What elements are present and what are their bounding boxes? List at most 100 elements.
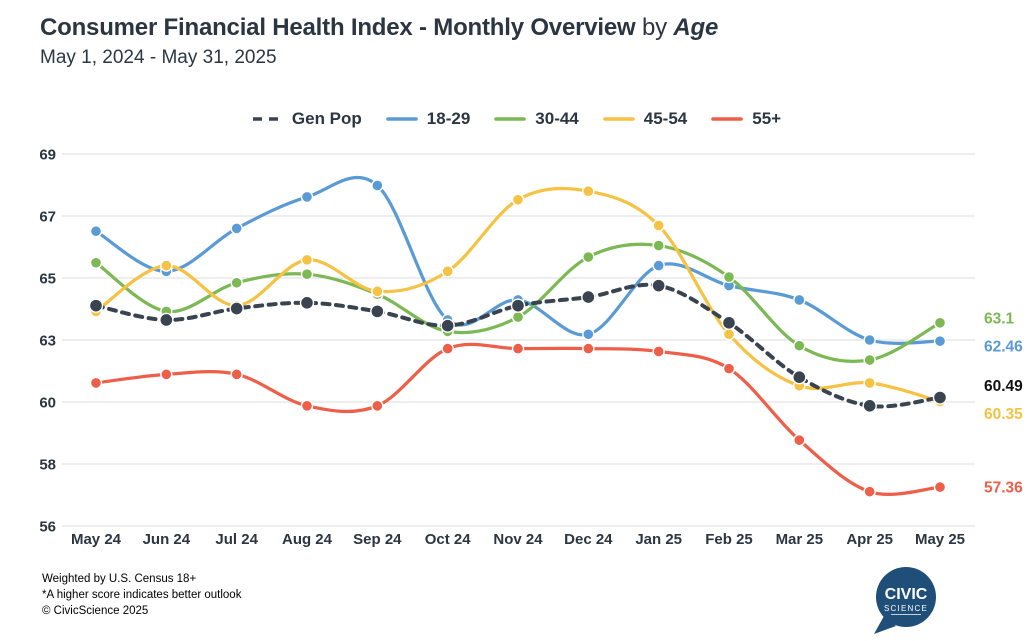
legend-item-18-29[interactable]: 18-29 [385,109,471,129]
x-tick-label: May 25 [915,531,965,548]
data-point [582,184,595,198]
data-point [793,293,806,307]
data-point [793,433,806,447]
title-by: by [641,14,667,41]
data-point [862,398,877,414]
data-point [721,315,737,331]
data-point [652,219,665,232]
legend-item-30-44[interactable]: 30-44 [494,109,579,129]
data-point [89,256,103,269]
end-value-label: 60.35 [984,406,1023,423]
data-point [863,333,876,347]
data-point [300,253,314,267]
legend-item-45-54[interactable]: 45-54 [602,109,688,129]
x-tick-label: Jul 24 [215,531,258,548]
data-point [300,267,314,281]
logo-text-civic: CIVIC [885,586,928,603]
data-point [793,339,806,352]
legend-label: Gen Pop [291,109,362,128]
end-value-label: 63.1 [984,310,1015,327]
data-point [652,259,665,272]
legend-item-55-[interactable]: 55+ [711,109,781,129]
legend-swatch [711,117,744,121]
y-tick-label: 63 [39,333,56,350]
data-point [863,376,876,390]
legend-swatch [602,117,635,121]
y-tick-label: 69 [39,147,56,164]
chart-footnotes: Weighted by U.S. Census 18+ *A higher sc… [42,571,241,619]
x-tick-label: Feb 25 [705,531,753,548]
legend-swatch [494,117,527,121]
page-title: Consumer Financial Health Index - Monthl… [40,14,718,42]
data-point [441,265,454,278]
data-point [230,368,243,381]
legend-label: 18-29 [426,109,471,128]
x-tick-label: May 24 [71,531,122,548]
data-point [511,310,525,324]
data-point [371,179,384,192]
data-point [300,190,314,204]
series-line-55- [94,342,942,496]
data-point [652,345,665,358]
data-point [230,222,243,235]
data-point [510,298,526,313]
x-tick-label: Mar 25 [776,531,824,548]
data-point [652,239,665,252]
y-tick-label: 65 [39,271,56,288]
end-value-label: 62.46 [984,338,1023,355]
data-point [651,278,666,293]
data-point [441,342,454,355]
civicscience-logo: CIVIC SCIENCE [874,567,936,634]
chart-header: Consumer Financial Health Index - Monthl… [40,14,718,69]
data-point [722,362,736,375]
data-point [230,276,243,289]
data-point [371,399,384,413]
data-point [933,480,947,494]
legend-label: 45-54 [643,109,688,128]
data-point [370,304,385,319]
logo-bubble-tail [874,616,896,634]
data-point [933,334,947,348]
end-value-label: 60.49 [984,378,1023,395]
legend-swatch [385,117,418,121]
y-tick-label: 56 [39,519,56,536]
legend-label: 30-44 [535,109,579,128]
x-tick-label: Dec 24 [564,531,613,548]
x-tick-label: Apr 25 [846,531,893,548]
data-point [160,368,173,381]
data-point [863,485,876,498]
data-point [88,298,104,313]
data-point [863,353,876,367]
legend-label: 55+ [752,109,782,128]
data-point [582,328,595,341]
logo-text-science: SCIENCE [884,604,928,613]
data-point [371,285,384,298]
legend-item-gen-pop[interactable]: Gen Pop [251,109,362,129]
date-range: May 1, 2024 - May 31, 2025 [40,47,277,68]
data-point [511,193,525,206]
footnote-weighting: Weighted by U.S. Census 18+ [42,573,197,585]
data-point [300,399,314,413]
data-point [89,376,103,390]
chart-legend: Gen Pop 18-29 30-44 45-54 55+ [0,109,1032,129]
data-point [229,301,244,316]
x-tick-label: Oct 24 [425,531,472,548]
data-point [299,295,315,310]
y-tick-label: 67 [39,209,56,226]
logo-bubble [876,567,936,627]
data-point [932,390,948,405]
y-tick-label: 60 [39,395,56,412]
legend-swatch [252,117,281,121]
title-emphasis: Age [673,14,719,41]
x-tick-label: Jun 24 [143,531,191,548]
data-point [159,312,174,328]
data-point [581,289,596,305]
x-tick-label: Nov 24 [493,531,543,548]
end-value-label: 57.36 [984,480,1023,497]
x-tick-label: Jan 25 [635,531,682,548]
footnote-score: *A higher score indicates better outlook [42,589,242,601]
data-point [722,328,736,341]
title-main: Consumer Financial Health Index - Monthl… [40,14,636,41]
data-point [933,316,947,330]
